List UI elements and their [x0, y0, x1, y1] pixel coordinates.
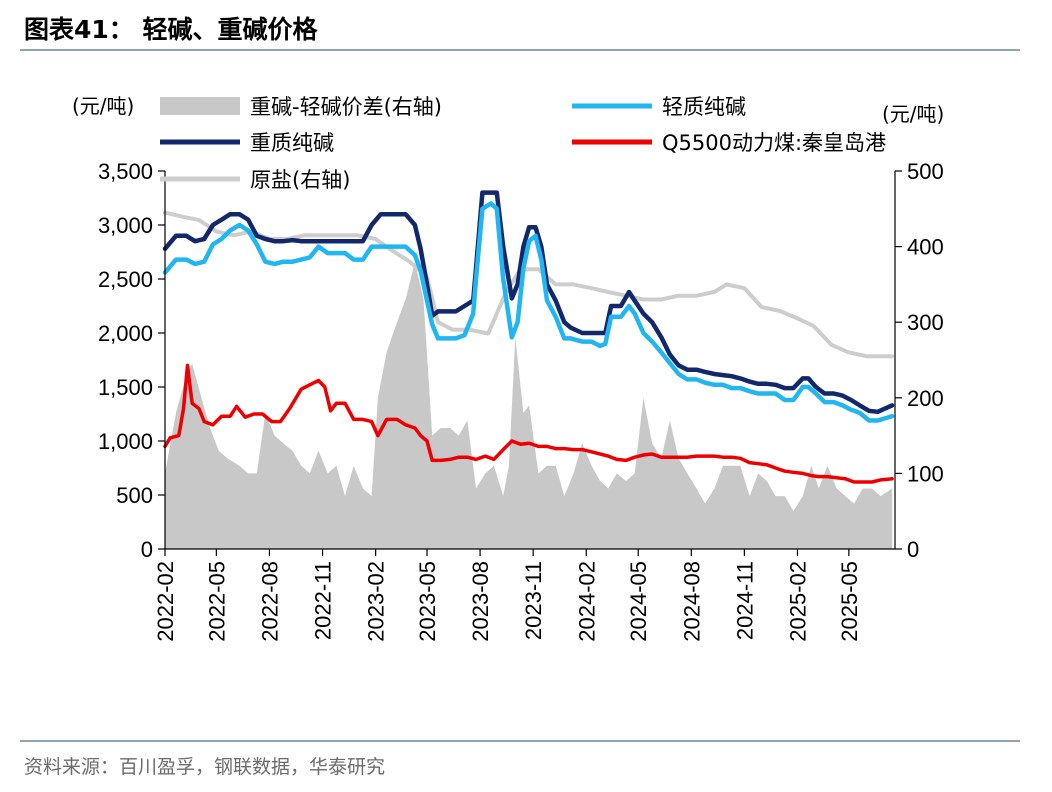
y-tick-label: 500: [116, 483, 153, 508]
spread-area-layer: [165, 261, 893, 549]
x-tick-label: 2022-11: [311, 561, 336, 640]
x-tick-label: 2023-02: [364, 561, 389, 642]
x-tick-label: 2025-02: [786, 561, 811, 642]
axes-layer: 0 500 1,000 1,500 2,000 2,500 3,000 3,500 0 100 20…: [98, 159, 944, 642]
series-coal-line: [163, 363, 894, 484]
y-tick-label: 0: [141, 537, 153, 562]
legend-swatch-spread: [160, 97, 240, 115]
x-tick-label: 2023-05: [415, 561, 440, 642]
price-chart: 0 500 1,000 1,500 2,000 2,500 3,000 3,500 0 100 20…: [72, 94, 944, 642]
y-tick-label: 1,000: [98, 429, 153, 454]
x-tick-label: 2022-05: [204, 561, 229, 642]
y-tick-label: 2,500: [98, 267, 153, 292]
x-tick-label: 2024-05: [626, 561, 651, 642]
x-tick-label: 2025-05: [837, 561, 862, 642]
y2-tick-label: 0: [907, 537, 919, 562]
right-axis-unit: (元/吨): [882, 102, 944, 126]
x-tick-label: 2023-11: [521, 561, 546, 640]
legend-label-spread: 重碱-轻碱价差(右轴): [250, 95, 442, 119]
x-tick-label: 2023-08: [468, 561, 493, 642]
x-tick-label: 2022-02: [153, 561, 178, 642]
x-tick-label: 2022-08: [258, 561, 283, 642]
x-tick-label: 2024-11: [732, 561, 757, 640]
y-tick-label: 3,500: [98, 159, 153, 184]
light-soda-line-layer: [162, 201, 895, 423]
y-tick-label: 2,000: [98, 321, 153, 346]
y2-tick-label: 500: [907, 159, 944, 184]
y-tick-label: 3,000: [98, 213, 153, 238]
left-axis-unit: (元/吨): [72, 94, 134, 118]
figure-title: 图表41： 轻碱、重碱价格: [24, 15, 318, 44]
y2-tick-label: 300: [907, 310, 944, 335]
x-tick-label: 2024-02: [574, 561, 599, 642]
coal-line-layer: [163, 363, 894, 484]
legend-label-coal: Q5500动力煤:秦皇岛港: [662, 131, 886, 155]
heavy-soda-line-layer: [162, 190, 895, 415]
legend-label-heavy: 重质纯碱: [250, 131, 334, 155]
series-spread-area: [165, 261, 893, 549]
series-light-line: [162, 201, 895, 423]
title-divider: [20, 49, 1020, 51]
series-heavy-line: [162, 190, 895, 415]
y2-tick-label: 200: [907, 386, 944, 411]
y2-tick-label: 100: [907, 461, 944, 486]
y2-tick-label: 400: [907, 235, 944, 260]
y-tick-label: 1,500: [98, 375, 153, 400]
legend-label-salt: 原盐(右轴): [250, 168, 350, 192]
footer-divider: [20, 740, 1020, 742]
legend-label-light: 轻质纯碱: [662, 95, 746, 119]
x-tick-label: 2024-08: [679, 561, 704, 642]
source-note: 资料来源：百川盈孚，钢联数据，华泰研究: [24, 756, 386, 778]
